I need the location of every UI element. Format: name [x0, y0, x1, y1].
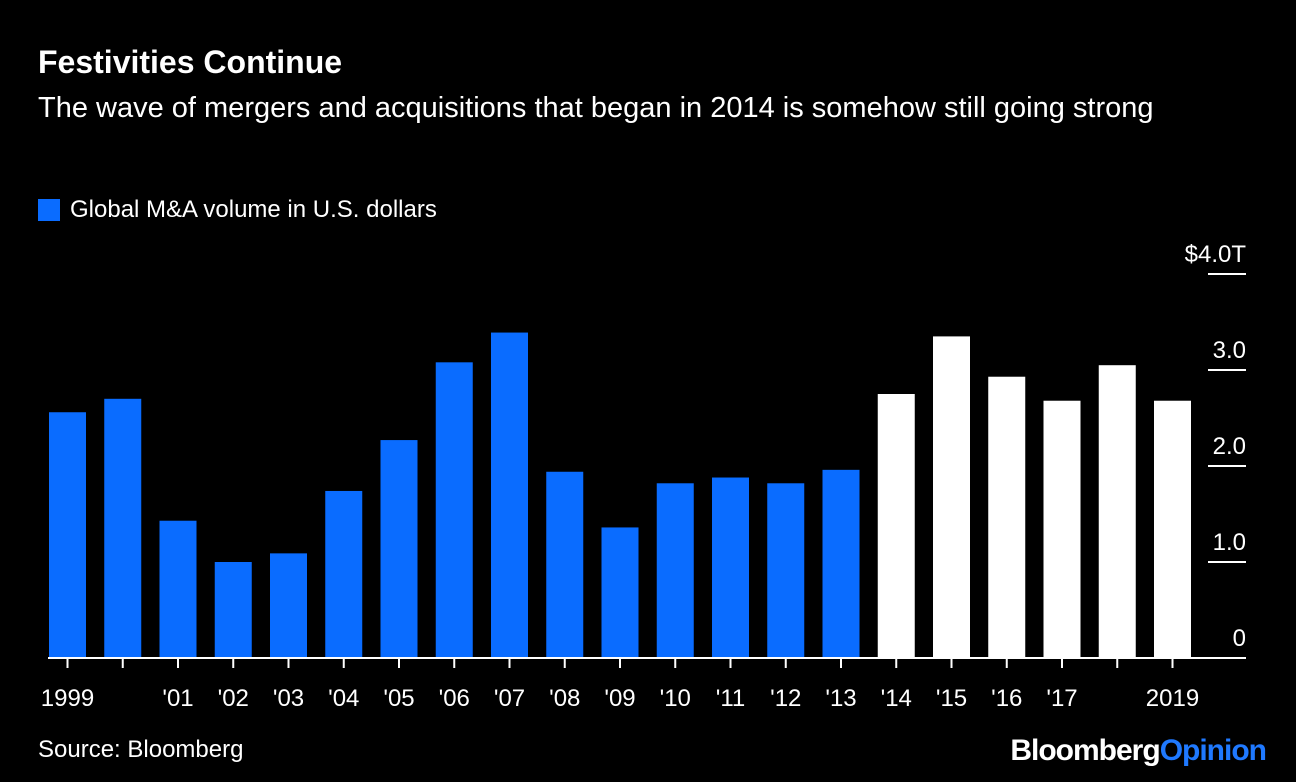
bar: [822, 469, 860, 658]
bar: [380, 440, 418, 658]
y-tick-label: $4.0T: [1185, 241, 1247, 268]
x-tick-label: '02: [218, 685, 249, 712]
x-tick-label: '16: [991, 685, 1022, 712]
bar: [656, 483, 694, 658]
x-tick-label: 2019: [1146, 685, 1199, 712]
source-note: Source: Bloomberg: [38, 736, 244, 763]
bar: [435, 362, 473, 658]
x-tick-label: '13: [825, 685, 856, 712]
bar: [712, 477, 749, 658]
bar: [1043, 400, 1081, 658]
x-tick-label: '01: [162, 685, 193, 712]
y-tick-label: 0: [1233, 625, 1246, 652]
x-tick-label: '15: [936, 685, 967, 712]
y-tick-label: 3.0: [1213, 337, 1246, 364]
x-tick-label: '03: [273, 685, 304, 712]
x-tick-label: '07: [494, 685, 525, 712]
x-tick-label: '08: [549, 685, 580, 712]
x-tick-label: '05: [383, 685, 414, 712]
x-tick-label: 1999: [41, 685, 94, 712]
bar: [1098, 365, 1136, 658]
y-tick-label: 2.0: [1213, 433, 1246, 460]
bar: [159, 520, 197, 658]
bar: [877, 394, 915, 658]
bar: [49, 412, 86, 658]
chart-title: Festivities Continue: [38, 44, 343, 80]
brand-logo-part1: Bloomberg: [1010, 734, 1160, 767]
x-tick-label: '17: [1046, 685, 1077, 712]
legend-label: Global M&A volume in U.S. dollars: [70, 196, 437, 223]
bar: [270, 553, 307, 658]
bar: [104, 398, 142, 658]
brand-logo: BloombergOpinion: [1010, 734, 1267, 768]
bar: [767, 483, 805, 658]
bar: [491, 332, 528, 658]
x-tick-label: '12: [770, 685, 801, 712]
x-tick-label: '14: [881, 685, 912, 712]
bar: [988, 376, 1026, 658]
bar: [214, 562, 252, 658]
legend: Global M&A volume in U.S. dollars: [38, 196, 437, 224]
bar: [933, 336, 970, 658]
legend-swatch: [38, 199, 60, 221]
x-tick-label: '06: [439, 685, 470, 712]
bar: [325, 490, 363, 658]
x-tick-label: '09: [604, 685, 635, 712]
x-tick-label: '10: [660, 685, 691, 712]
bar: [1154, 400, 1191, 658]
brand-logo-part2: Opinion: [1159, 734, 1267, 767]
bar: [601, 527, 639, 658]
x-tick-label: '11: [716, 685, 746, 712]
y-tick-label: 1.0: [1213, 529, 1246, 556]
x-tick-label: '04: [328, 685, 359, 712]
chart-subtitle: The wave of mergers and acquisitions tha…: [38, 92, 1154, 124]
bar: [546, 471, 584, 658]
